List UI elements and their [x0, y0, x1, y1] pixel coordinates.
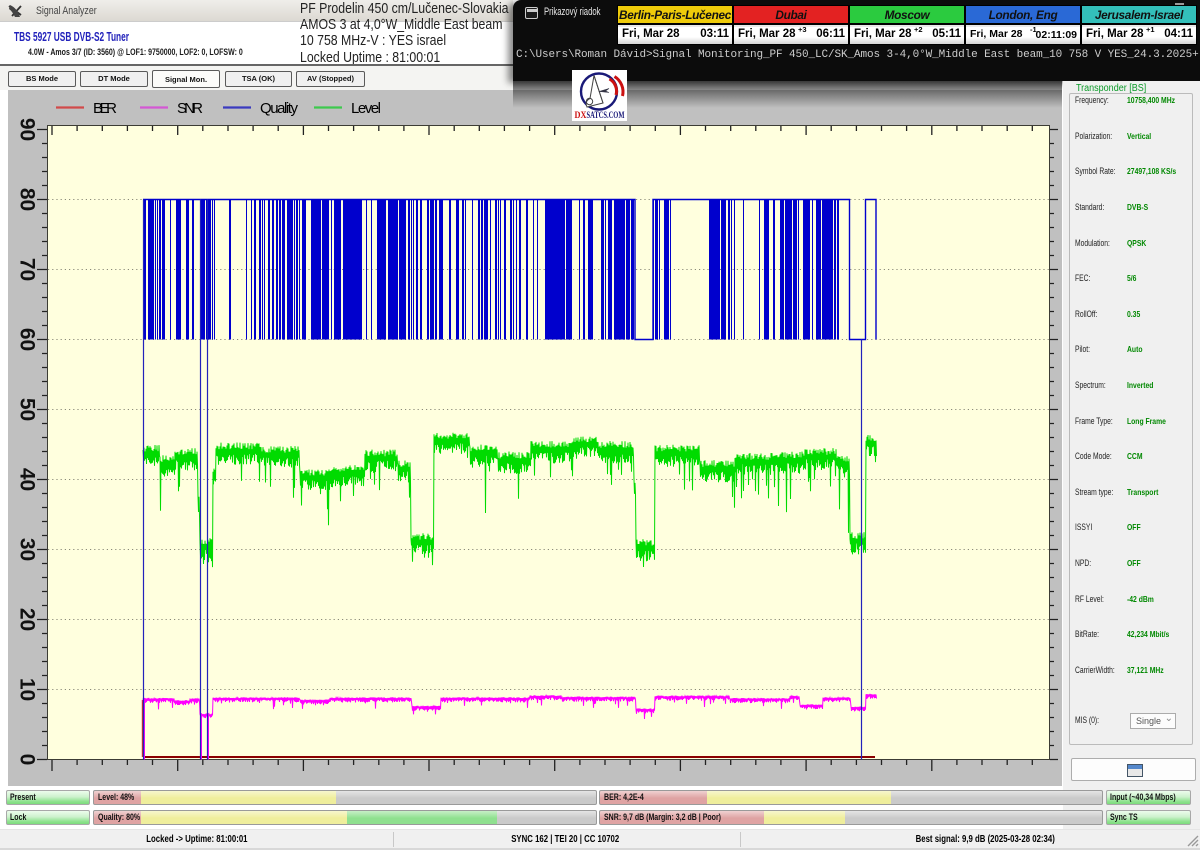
svg-text:SNR: SNR: [177, 100, 203, 117]
svg-text:50: 50: [16, 398, 39, 421]
svg-text:SATCS.COM: SATCS.COM: [587, 111, 625, 121]
svg-text:DX: DX: [575, 111, 587, 121]
svg-text:60: 60: [16, 328, 39, 351]
svg-text:90: 90: [16, 118, 39, 141]
svg-text:BER: BER: [93, 100, 117, 117]
svg-text:80: 80: [16, 188, 39, 211]
svg-text:Quality: Quality: [260, 100, 299, 117]
svg-text:10: 10: [16, 678, 39, 701]
svg-text:0: 0: [16, 754, 39, 766]
svg-text:70: 70: [16, 258, 39, 281]
svg-text:Level: Level: [351, 100, 381, 117]
svg-text:40: 40: [16, 468, 39, 491]
svg-text:20: 20: [16, 608, 39, 631]
svg-text:30: 30: [16, 538, 39, 561]
